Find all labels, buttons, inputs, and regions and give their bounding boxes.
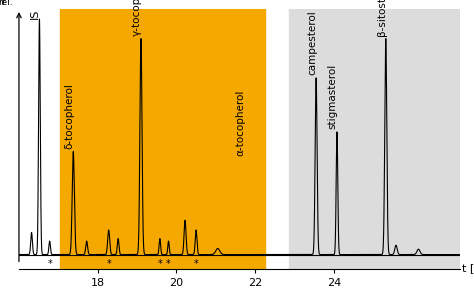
- Text: *: *: [194, 259, 199, 269]
- Text: campesterol: campesterol: [307, 11, 317, 76]
- Text: IS: IS: [30, 9, 40, 19]
- Bar: [60, 9, 265, 269]
- Text: I: I: [2, 0, 5, 7]
- Text: rel.: rel.: [0, 0, 13, 7]
- Text: γ-tocopherol: γ-tocopherol: [132, 0, 142, 36]
- Text: α-tocopherol: α-tocopherol: [235, 90, 245, 156]
- Text: *: *: [106, 259, 111, 269]
- Text: *: *: [47, 259, 52, 269]
- Text: stigmasterol: stigmasterol: [328, 64, 338, 129]
- Bar: [289, 9, 460, 269]
- Text: *: *: [166, 259, 171, 269]
- Text: t [min]: t [min]: [462, 263, 474, 273]
- Text: δ-tocopherol: δ-tocopherol: [64, 83, 74, 149]
- Text: *: *: [157, 259, 162, 269]
- Text: β-sitosterol: β-sitosterol: [376, 0, 387, 36]
